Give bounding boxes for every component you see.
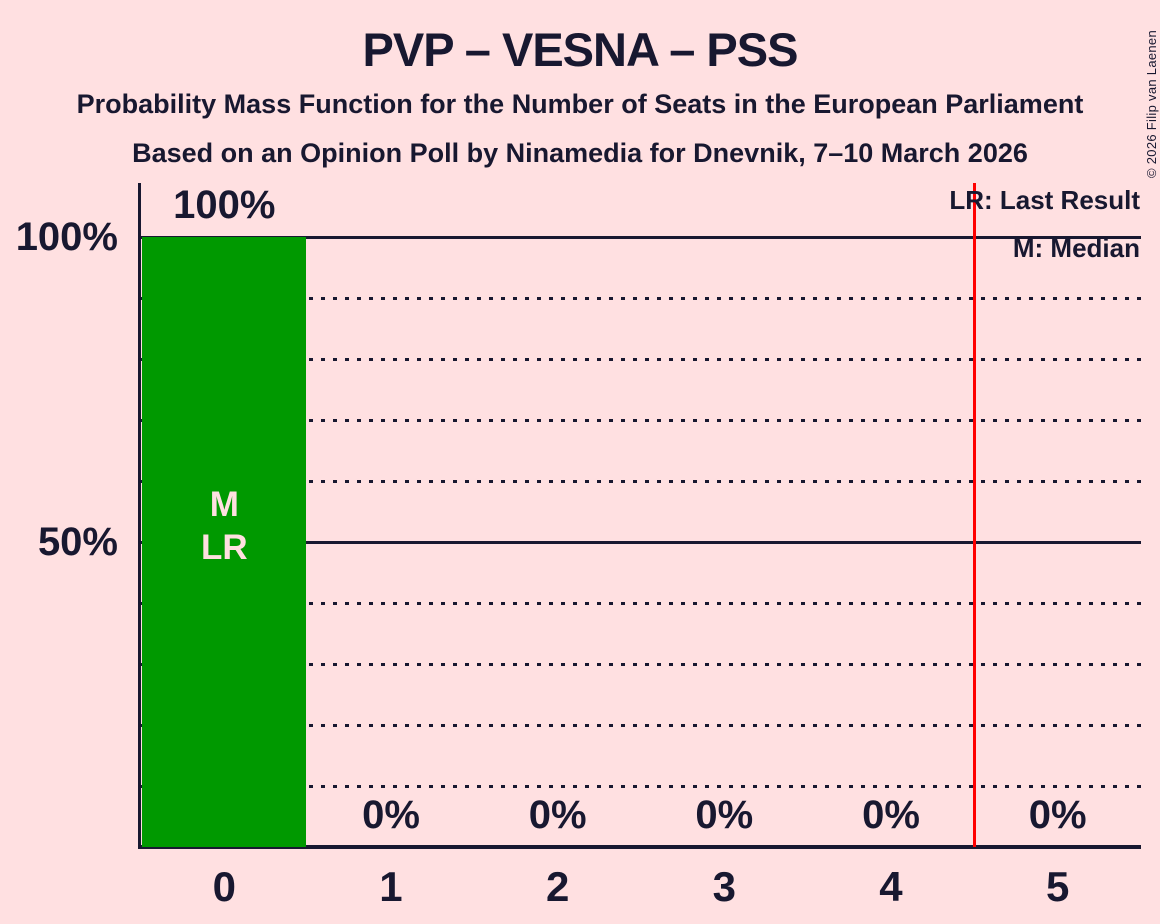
gridline-dotted-70 (141, 418, 1141, 422)
bar-annotation-labels: M LR (141, 483, 308, 569)
gridline-dotted-90 (141, 296, 1141, 300)
chart-title: PVP – VESNA – PSS (362, 23, 799, 76)
x-tick-label-4: 4 (879, 863, 903, 910)
legend-median: M: Median (1012, 233, 1140, 263)
bar-value-label-2: 0% (528, 793, 587, 837)
bar-value-label-5: 0% (1028, 793, 1087, 837)
gridline-dotted-40 (141, 601, 1141, 605)
chart-subtitle: Probability Mass Function for the Number… (76, 89, 1084, 119)
y-axis-line (138, 183, 141, 849)
majority-threshold-line (972, 183, 976, 847)
bar-value-label-3: 0% (695, 793, 754, 837)
x-tick-label-5: 5 (1045, 863, 1070, 910)
legend-last-result: LR: Last Result (949, 185, 1140, 215)
x-tick-label-2: 2 (545, 863, 570, 910)
gridline-dotted-80 (141, 357, 1141, 361)
bar-value-label-0: 100% (173, 183, 276, 227)
plot-area: 100% 0% 0% 0% 0% 0% M LR (141, 183, 1141, 847)
bar-value-label-1: 0% (362, 793, 420, 837)
gridline-dotted-60 (141, 479, 1141, 483)
copyright-notice: © 2026 Filip van Laenen (1144, 30, 1159, 179)
y-tick-label-50: 50% (37, 520, 118, 564)
x-tick-label-0: 0 (212, 863, 236, 910)
x-tick-label-1: 1 (379, 863, 403, 910)
annotation-m-label: M (209, 485, 239, 524)
bar-value-label-4: 0% (862, 793, 920, 837)
annotation-lr-label: LR (201, 528, 248, 567)
gridline-dotted-10 (141, 784, 1141, 788)
gridline-solid-50 (141, 540, 1141, 544)
gridline-solid-100 (141, 235, 1141, 239)
gridline-dotted-20 (141, 723, 1141, 727)
x-tick-label-3: 3 (712, 863, 736, 910)
bar-seats-0 (142, 237, 306, 847)
x-axis-line (138, 845, 1141, 849)
y-tick-label-100: 100% (15, 215, 118, 259)
chart-poll-details: Based on an Opinion Poll by Ninamedia fo… (132, 138, 1028, 168)
gridline-dotted-30 (141, 662, 1141, 666)
